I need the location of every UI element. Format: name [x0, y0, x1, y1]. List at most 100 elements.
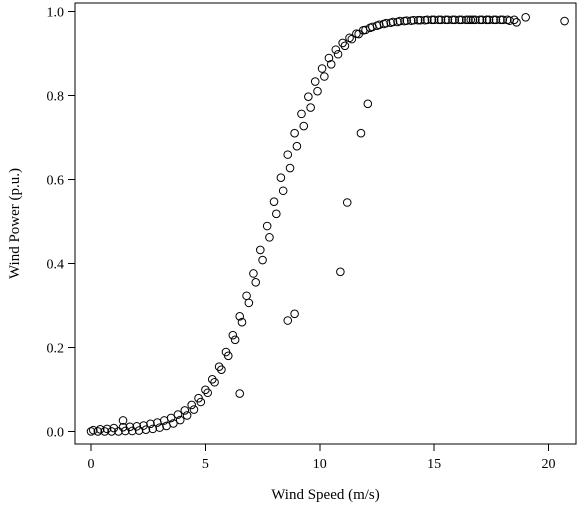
- x-tick-label: 10: [313, 457, 327, 472]
- data-point: [379, 19, 389, 29]
- data-point: [413, 15, 423, 25]
- data-point: [166, 413, 176, 423]
- x-axis-label: Wind Speed (m/s): [271, 487, 380, 503]
- data-point: [95, 425, 105, 434]
- data-point: [496, 15, 505, 25]
- data-point: [125, 422, 135, 432]
- data-point: [498, 15, 508, 25]
- data-point: [416, 15, 425, 25]
- data-point: [235, 312, 245, 321]
- x-tick-label: 5: [202, 457, 209, 472]
- data-point: [393, 17, 402, 27]
- data-point: [491, 15, 501, 25]
- data-point: [503, 15, 512, 25]
- data-point: [265, 233, 274, 242]
- data-point: [237, 317, 247, 327]
- data-point: [189, 405, 199, 414]
- data-point: [278, 186, 288, 196]
- data-point: [406, 16, 416, 25]
- data-point: [352, 29, 361, 38]
- data-point: [420, 15, 430, 25]
- data-point: [262, 221, 272, 231]
- data-point: [86, 427, 96, 436]
- data-point: [471, 15, 480, 25]
- data-point: [509, 15, 519, 25]
- data-point: [258, 255, 267, 265]
- data-point: [340, 41, 350, 51]
- data-point: [475, 15, 485, 25]
- data-point: [297, 109, 306, 119]
- plot-frame: [74, 2, 577, 445]
- data-point: [102, 424, 112, 434]
- y-tick-label: 0.4: [47, 257, 65, 272]
- x-tick-label: 15: [427, 457, 441, 472]
- y-tick-label: 0.2: [47, 341, 65, 356]
- data-point: [320, 72, 329, 81]
- data-point: [272, 209, 281, 219]
- data-point: [336, 267, 345, 277]
- data-point: [276, 173, 286, 183]
- data-point: [484, 15, 494, 25]
- x-tick-label: 20: [542, 457, 556, 472]
- data-point: [269, 197, 279, 206]
- data-point: [512, 18, 521, 27]
- data-point: [333, 49, 343, 59]
- data-point: [290, 128, 299, 138]
- data-point: [363, 99, 373, 109]
- data-point: [400, 16, 409, 26]
- data-point: [217, 365, 226, 374]
- data-point: [326, 60, 336, 69]
- data-point: [448, 15, 457, 25]
- data-point: [489, 15, 498, 25]
- data-point: [521, 12, 530, 22]
- data-point: [175, 415, 185, 425]
- data-point: [427, 15, 437, 25]
- data-point: [441, 15, 450, 25]
- data-point: [187, 400, 196, 410]
- data-point: [560, 16, 569, 26]
- data-point: [434, 15, 444, 25]
- y-tick-label: 1.0: [47, 5, 65, 20]
- data-point: [244, 298, 254, 308]
- data-point: [290, 309, 299, 319]
- y-axis-label: Wind Power (p.u.): [7, 168, 23, 279]
- data-point: [464, 15, 473, 25]
- data-point: [310, 77, 320, 86]
- data-point: [173, 410, 183, 419]
- data-point: [93, 427, 103, 436]
- data-point: [285, 163, 295, 173]
- data-point: [207, 375, 217, 384]
- data-point: [443, 15, 453, 25]
- data-point: [134, 426, 144, 435]
- data-point: [228, 330, 238, 340]
- data-point: [356, 128, 366, 138]
- data-point: [182, 411, 192, 420]
- data-points-layer: [86, 12, 569, 436]
- y-tick-label: 0.6: [47, 173, 65, 188]
- y-tick-label: 0.8: [47, 89, 65, 104]
- data-point: [429, 15, 439, 25]
- data-point: [214, 362, 224, 372]
- data-point: [436, 15, 446, 25]
- data-point: [477, 15, 487, 25]
- data-point: [306, 103, 315, 112]
- data-point: [283, 150, 293, 159]
- data-point: [324, 53, 334, 63]
- data-point: [450, 15, 460, 25]
- data-point: [457, 15, 466, 25]
- data-point: [299, 121, 309, 131]
- data-point: [251, 278, 261, 287]
- data-point: [203, 388, 212, 398]
- data-point: [127, 426, 137, 436]
- data-point: [386, 18, 395, 28]
- data-point: [230, 335, 240, 345]
- data-point: [109, 423, 119, 433]
- data-point: [235, 389, 245, 398]
- data-point: [132, 422, 142, 431]
- data-point: [146, 419, 155, 429]
- data-point: [482, 15, 492, 25]
- data-point: [331, 45, 341, 54]
- data-point: [256, 245, 265, 255]
- data-point: [201, 385, 210, 395]
